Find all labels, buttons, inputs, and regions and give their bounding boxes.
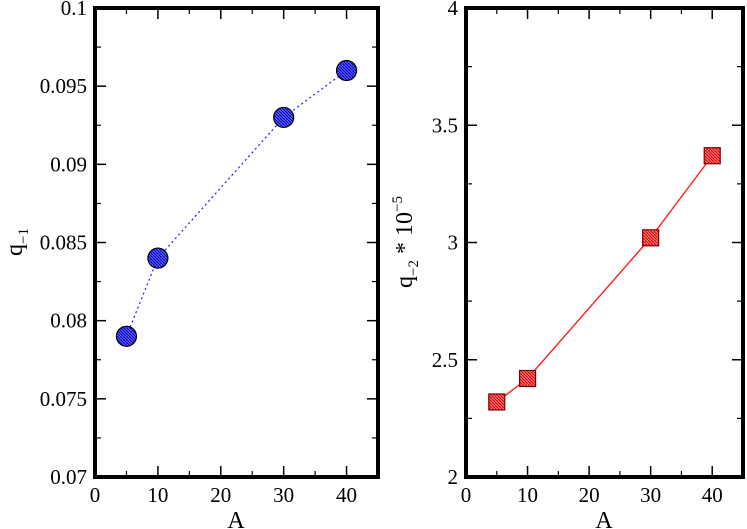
right-x-tick-label: 40 bbox=[702, 483, 723, 507]
left-x-tick-label: 20 bbox=[210, 483, 231, 507]
left-y-axis-title: q−1 bbox=[2, 228, 32, 256]
right-y-axis-title-suffix: * 10 bbox=[392, 212, 418, 260]
left-data-point bbox=[335, 59, 358, 82]
left-y-tick-label: 0.07 bbox=[50, 465, 87, 489]
right-y-tick-label: 3.5 bbox=[432, 113, 458, 137]
right-data-point bbox=[488, 393, 506, 411]
left-y-tick-label: 0.075 bbox=[40, 387, 87, 411]
right-x-tick-label: 20 bbox=[579, 483, 600, 507]
right-x-axis-title: A bbox=[595, 508, 613, 529]
left-data-point bbox=[147, 247, 169, 269]
left-y-tick-label: 0.08 bbox=[50, 309, 87, 333]
left-y-tick-label: 0.1 bbox=[61, 0, 87, 20]
left-y-tick-label: 0.085 bbox=[40, 231, 87, 255]
left-ticks: 0 10 20 30 40 0.07 0.075 0.08 0.085 0.09 0.095 0.1 bbox=[40, 0, 378, 507]
left-x-axis-title: A bbox=[227, 508, 245, 529]
right-y-tick-label: 2.5 bbox=[432, 348, 458, 372]
right-y-tick-label: 2 bbox=[448, 465, 459, 489]
right-y-tick-label: 4 bbox=[448, 0, 459, 20]
right-y-axis-title-subscript: −2 bbox=[406, 260, 422, 276]
right-data-point bbox=[642, 229, 660, 247]
left-plot-frame bbox=[93, 6, 380, 479]
right-chart-panel: 0 10 20 30 40 2 2.5 3 3.5 4 A q−2 * 10−5 bbox=[390, 0, 745, 529]
left-y-tick-label: 0.09 bbox=[50, 152, 87, 176]
left-y-axis-title-main: q bbox=[2, 244, 28, 256]
right-ticks: 0 10 20 30 40 2 2.5 3 3.5 4 bbox=[432, 0, 743, 507]
right-series bbox=[488, 147, 721, 411]
left-series bbox=[115, 59, 358, 347]
right-y-axis-title-main: q bbox=[392, 276, 418, 288]
right-y-axis-title-superscript: −5 bbox=[390, 196, 406, 212]
left-data-point bbox=[115, 325, 138, 347]
right-x-tick-label: 10 bbox=[517, 483, 538, 507]
right-data-point bbox=[703, 147, 721, 165]
right-y-tick-label: 3 bbox=[448, 231, 459, 255]
left-series-line bbox=[125, 70, 347, 337]
right-x-tick-label: 30 bbox=[640, 483, 661, 507]
right-x-tick-label: 0 bbox=[461, 483, 472, 507]
left-y-axis-title-subscript: −1 bbox=[16, 228, 32, 244]
right-plot-frame bbox=[464, 6, 745, 479]
left-x-tick-label: 10 bbox=[147, 483, 168, 507]
right-data-point bbox=[518, 369, 537, 388]
right-series-line bbox=[496, 155, 713, 403]
left-x-tick-label: 0 bbox=[90, 483, 101, 507]
left-y-tick-label: 0.095 bbox=[40, 74, 87, 98]
left-x-tick-label: 40 bbox=[336, 483, 357, 507]
left-chart-panel: 0 10 20 30 400.070.0750.080.0850.090.0950.1 … bbox=[2, 0, 380, 529]
right-y-axis-title: q−2 * 10−5 bbox=[390, 196, 422, 288]
left-x-tick-label: 30 bbox=[273, 483, 294, 507]
left-data-point bbox=[273, 106, 295, 129]
